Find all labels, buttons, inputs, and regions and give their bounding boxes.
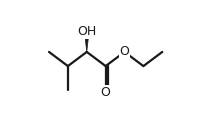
Text: O: O <box>101 86 111 99</box>
Polygon shape <box>84 26 90 52</box>
Text: O: O <box>120 45 129 58</box>
Text: OH: OH <box>78 25 97 38</box>
